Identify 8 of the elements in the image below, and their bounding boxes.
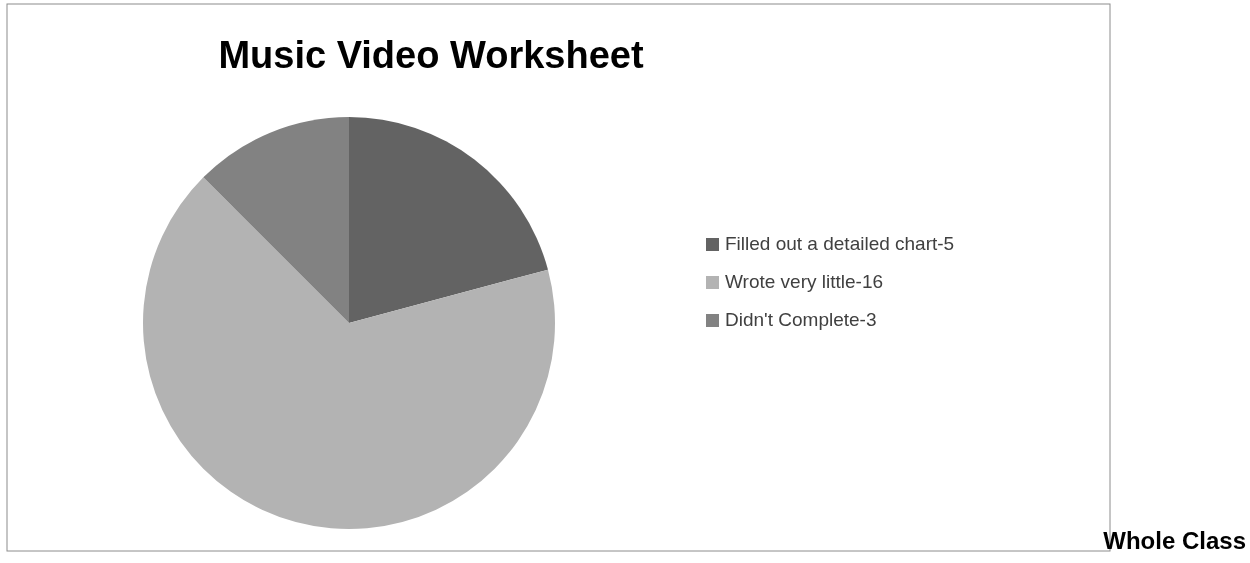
text: Whole Class: [1103, 527, 1246, 554]
pie-slice: [203, 117, 349, 323]
legend-label: Didn't Complete-3: [725, 309, 877, 331]
chart-title: Music Video Worksheet: [218, 34, 644, 76]
pie-slice: [143, 177, 555, 529]
legend-label: Filled out a detailed chart-5: [725, 233, 955, 255]
pie-slice: [349, 117, 548, 323]
legend-label: Wrote very little-16: [725, 271, 884, 293]
